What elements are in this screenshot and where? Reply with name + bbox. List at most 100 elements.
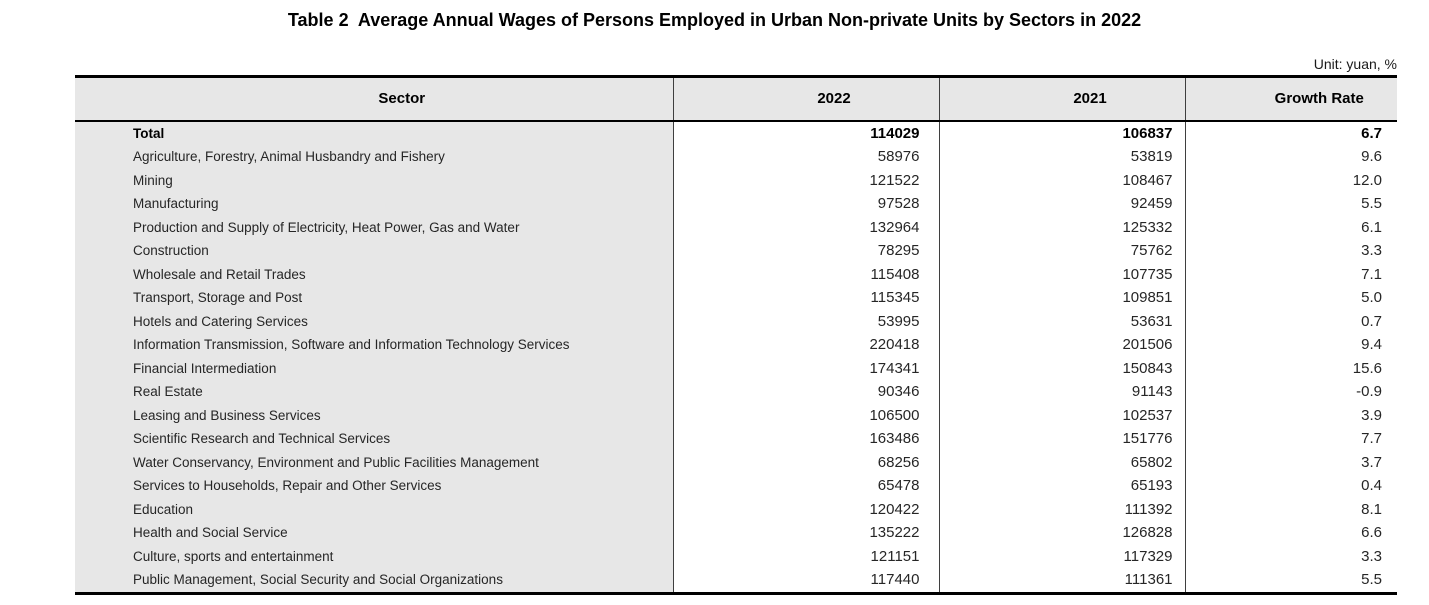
growth-rate-cell: 5.5 [1184,192,1397,216]
header-label: Sector [378,90,426,108]
table-header: Sector 2022 2021 Growth Rate [75,76,1397,122]
value-2021-cell: 151776 [938,427,1185,451]
value-2022-cell: 78295 [672,239,939,263]
sector-cell: Construction [75,239,673,263]
header-label: Growth Rate [1274,90,1364,108]
value-2022-cell: 90346 [672,380,939,404]
sector-cell: Services to Households, Repair and Other… [75,474,673,498]
column-header-2022: 2022 [672,76,939,122]
growth-rate-cell: 0.4 [1184,474,1397,498]
sector-cell: Agriculture, Forestry, Animal Husbandry … [75,145,673,169]
table-row: Services to Households, Repair and Other… [75,474,1397,498]
value-2022-cell: 115345 [672,286,939,310]
table-body: Total 114029 106837 6.7 Agriculture, Forestr… [75,120,1397,593]
value-2021-cell: 108467 [938,168,1185,192]
value-2022-cell: 121151 [672,544,939,568]
value-2021-cell: 125332 [938,215,1185,239]
sector-cell: Production and Supply of Electricity, He… [75,215,673,239]
table-row: Health and Social Service 135222 126828 6.6 [75,521,1397,545]
growth-rate-cell: 9.6 [1184,145,1397,169]
sector-cell: Culture, sports and entertainment [75,544,673,568]
value-2021-cell: 106837 [938,120,1185,145]
table-row: Information Transmission, Software and I… [75,333,1397,357]
table-row: Public Management, Social Security and S… [75,568,1397,593]
sector-cell: Manufacturing [75,192,673,216]
growth-rate-cell: 3.3 [1184,239,1397,263]
column-header-sector: Sector [75,76,673,122]
sector-cell: Leasing and Business Services [75,403,673,427]
value-2021-cell: 111392 [938,497,1185,521]
value-2021-cell: 75762 [938,239,1185,263]
value-2022-cell: 106500 [672,403,939,427]
table-row: Wholesale and Retail Trades 115408 107735 7… [75,262,1397,286]
growth-rate-cell: 3.7 [1184,450,1397,474]
growth-rate-cell: 3.3 [1184,544,1397,568]
table-row: Leasing and Business Services 106500 10253… [75,403,1397,427]
growth-rate-cell: 5.5 [1184,568,1397,593]
growth-rate-cell: 6.1 [1184,215,1397,239]
table-row: Scientific Research and Technical Servic… [75,427,1397,451]
growth-rate-cell: 8.1 [1184,497,1397,521]
growth-rate-cell: 6.7 [1184,120,1397,145]
value-2022-cell: 220418 [672,333,939,357]
sector-cell: Information Transmission, Software and I… [75,333,673,357]
value-2021-cell: 117329 [938,544,1185,568]
value-2021-cell: 107735 [938,262,1185,286]
table-row: Culture, sports and entertainment 121151 1… [75,544,1397,568]
wages-table: Sector 2022 2021 Growth Rate Total 114029… [75,75,1397,595]
value-2022-cell: 53995 [672,309,939,333]
sector-cell: Water Conservancy, Environment and Publi… [75,450,673,474]
value-2021-cell: 102537 [938,403,1185,427]
value-2022-cell: 68256 [672,450,939,474]
growth-rate-cell: 0.7 [1184,309,1397,333]
growth-rate-cell: 6.6 [1184,521,1397,545]
value-2022-cell: 117440 [672,568,939,593]
table-row: Transport, Storage and Post 115345 109851 5… [75,286,1397,310]
value-2022-cell: 135222 [672,521,939,545]
value-2021-cell: 109851 [938,286,1185,310]
value-2021-cell: 126828 [938,521,1185,545]
sector-cell: Scientific Research and Technical Servic… [75,427,673,451]
growth-rate-cell: -0.9 [1184,380,1397,404]
growth-rate-cell: 12.0 [1184,168,1397,192]
table-row: Production and Supply of Electricity, He… [75,215,1397,239]
header-label: 2022 [817,90,851,108]
header-label: 2021 [1073,90,1107,108]
table-row: Agriculture, Forestry, Animal Husbandry … [75,145,1397,169]
sector-cell: Public Management, Social Security and S… [75,568,673,593]
value-2021-cell: 65802 [938,450,1185,474]
growth-rate-cell: 7.7 [1184,427,1397,451]
growth-rate-cell: 3.9 [1184,403,1397,427]
value-2021-cell: 92459 [938,192,1185,216]
table-row: Manufacturing 97528 92459 5.5 [75,192,1397,216]
value-2021-cell: 201506 [938,333,1185,357]
sector-cell: Mining [75,168,673,192]
value-2022-cell: 115408 [672,262,939,286]
value-2022-cell: 97528 [672,192,939,216]
table-row: Financial Intermediation 174341 150843 15.6 [75,356,1397,380]
value-2022-cell: 121522 [672,168,939,192]
growth-rate-cell: 15.6 [1184,356,1397,380]
header-row: Sector 2022 2021 Growth Rate [75,76,1397,122]
sector-cell: Total [75,120,673,145]
table-row: Hotels and Catering Services 53995 53631 0.… [75,309,1397,333]
sector-cell: Wholesale and Retail Trades [75,262,673,286]
value-2021-cell: 53819 [938,145,1185,169]
table-row: Education 120422 111392 8.1 [75,497,1397,521]
value-2022-cell: 174341 [672,356,939,380]
growth-rate-cell: 5.0 [1184,286,1397,310]
value-2022-cell: 120422 [672,497,939,521]
sector-cell: Financial Intermediation [75,356,673,380]
sector-cell: Hotels and Catering Services [75,309,673,333]
sector-cell: Education [75,497,673,521]
sector-cell: Real Estate [75,380,673,404]
table-row: Real Estate 90346 91143 -0.9 [75,380,1397,404]
value-2022-cell: 132964 [672,215,939,239]
growth-rate-cell: 7.1 [1184,262,1397,286]
sector-cell: Health and Social Service [75,521,673,545]
table-row: Construction 78295 75762 3.3 [75,239,1397,263]
unit-note: Unit: yuan, % [1313,56,1397,72]
value-2022-cell: 58976 [672,145,939,169]
table-title: Table 2 Average Annual Wages of Persons … [287,10,1142,30]
